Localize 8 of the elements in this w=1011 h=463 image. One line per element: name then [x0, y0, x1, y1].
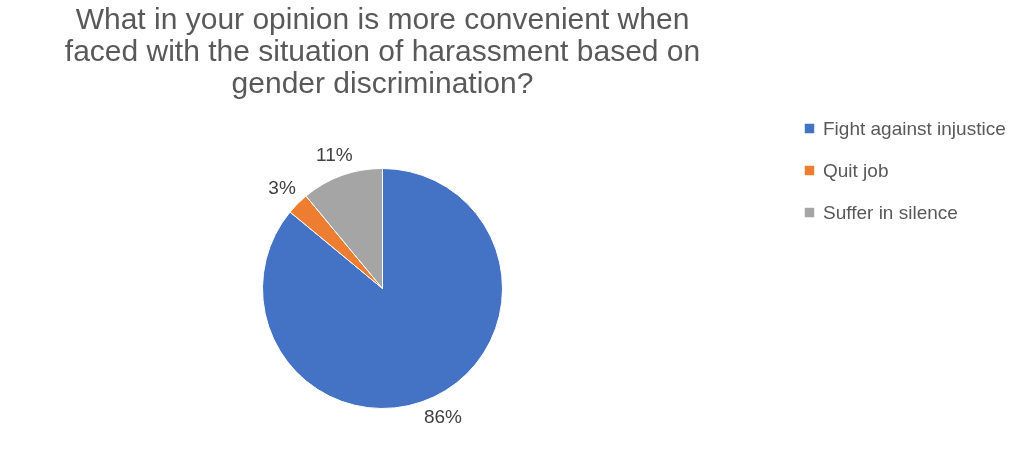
- legend-label: Quit job: [823, 159, 889, 181]
- legend-label: Suffer in silence: [823, 201, 958, 223]
- data-label: 11%: [316, 143, 353, 165]
- data-label: 86%: [423, 405, 463, 427]
- data-label: 3%: [268, 177, 296, 199]
- chart-title: What in your opinion is more convenient when faced with the situation of harassment based on gender discrimination?: [64, 2, 701, 99]
- legend-label: Fight against injustice: [823, 117, 1006, 139]
- pie-slice: [262, 168, 503, 409]
